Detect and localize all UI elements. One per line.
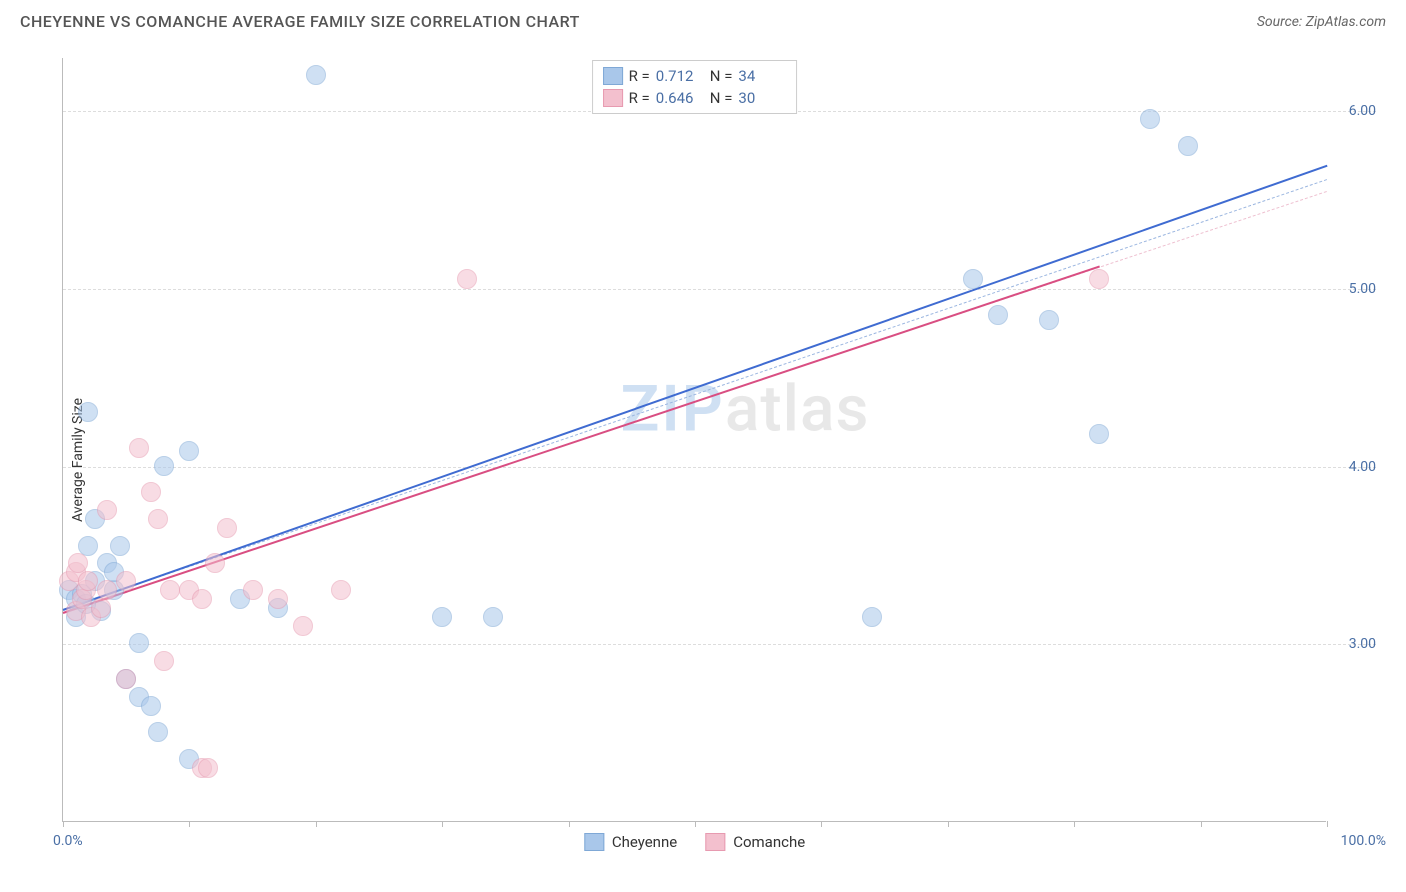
trend-projection [63,179,1327,610]
y-tick-label: 6.00 [1349,103,1376,119]
x-axis-max-label: 100.0% [1341,833,1386,849]
legend-swatch [705,833,725,851]
data-point [78,402,98,422]
data-point [141,696,161,716]
trend-line [63,165,1328,611]
legend-label: Cheyenne [612,833,677,851]
data-point [78,571,98,591]
data-point [306,65,326,85]
x-tick [948,821,949,827]
data-point [97,580,117,600]
x-tick [189,821,190,827]
x-tick [1327,821,1328,827]
stats-row: R = 0.646 N = 30 [599,87,791,109]
legend-swatch [584,833,604,851]
data-point [483,607,503,627]
data-point [129,633,149,653]
data-point [97,500,117,520]
chart-container: Average Family Size ZIPatlas 3.004.005.0… [20,48,1386,872]
data-point [179,441,199,461]
data-point [129,438,149,458]
data-point [116,571,136,591]
r-value: 0.646 [656,89,704,107]
source-prefix: Source: [1257,14,1306,30]
data-point [141,482,161,502]
data-point [432,607,452,627]
chart-source: Source: ZipAtlas.com [1257,14,1386,30]
data-point [1089,424,1109,444]
data-point [293,616,313,636]
data-point [217,518,237,538]
series-swatch [603,67,623,85]
data-point [192,589,212,609]
data-point [148,722,168,742]
r-value: 0.712 [656,67,704,85]
x-tick [821,821,822,827]
source-name: ZipAtlas.com [1306,14,1386,30]
stats-row: R = 0.712 N = 34 [599,65,791,87]
legend-item: Comanche [705,833,805,851]
r-label: R = [629,67,650,85]
data-point [154,456,174,476]
x-tick [695,821,696,827]
data-point [68,553,88,573]
n-value: 34 [738,67,786,85]
x-tick [63,821,64,827]
gridline [63,644,1376,645]
data-point [1178,136,1198,156]
data-point [268,589,288,609]
n-value: 30 [738,89,786,107]
legend-label: Comanche [733,833,805,851]
chart-header: CHEYENNE VS COMANCHE AVERAGE FAMILY SIZE… [0,0,1406,39]
data-point [116,669,136,689]
data-point [160,580,180,600]
gridline [63,289,1376,290]
series-swatch [603,89,623,107]
bottom-legend: Cheyenne Comanche [584,833,805,851]
y-tick-label: 3.00 [1349,636,1376,652]
data-point [91,598,111,618]
n-label: N = [710,89,733,107]
stats-legend-box: R = 0.712 N = 34 R = 0.646 N = 30 [592,60,798,114]
x-tick [1201,821,1202,827]
plot-area: ZIPatlas 3.004.005.006.000.0%100.0%R =0.… [62,58,1326,822]
r-label: R = [629,89,650,107]
data-point [1039,310,1059,330]
data-point [1089,269,1109,289]
chart-title: CHEYENNE VS COMANCHE AVERAGE FAMILY SIZE… [20,12,580,31]
data-point [148,509,168,529]
y-tick-label: 4.00 [1349,459,1376,475]
n-label: N = [710,67,733,85]
x-tick [316,821,317,827]
y-tick-label: 5.00 [1349,281,1376,297]
data-point [457,269,477,289]
data-point [198,758,218,778]
data-point [331,580,351,600]
legend-item: Cheyenne [584,833,677,851]
data-point [154,651,174,671]
data-point [988,305,1008,325]
gridline [63,467,1376,468]
data-point [110,536,130,556]
x-axis-min-label: 0.0% [53,833,83,849]
x-tick [1074,821,1075,827]
x-tick [442,821,443,827]
data-point [78,536,98,556]
x-tick [569,821,570,827]
data-point [862,607,882,627]
data-point [243,580,263,600]
data-point [205,553,225,573]
data-point [963,269,983,289]
data-point [1140,109,1160,129]
